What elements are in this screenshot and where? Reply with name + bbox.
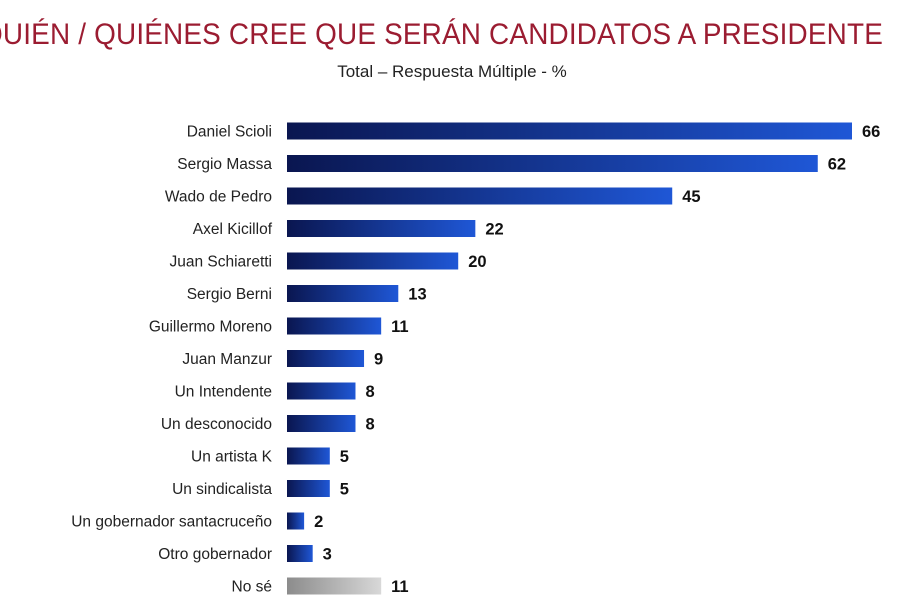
category-label: Daniel Scioli — [187, 124, 272, 141]
bar — [287, 382, 356, 400]
data-label: 66 — [862, 123, 880, 141]
category-label: Sergio Berni — [187, 286, 272, 303]
bar — [287, 415, 356, 432]
data-label: 8 — [365, 383, 374, 401]
bar — [287, 220, 476, 237]
chart-subtitle: Total – Respuesta Múltiple - % — [337, 62, 567, 81]
bar — [287, 577, 382, 595]
category-label: Un desconocido — [161, 416, 272, 433]
category-label: Sergio Massa — [177, 156, 272, 173]
category-label: Otro gobernador — [158, 546, 272, 563]
category-label: Un gobernador santacruceño — [71, 514, 272, 531]
bar — [287, 285, 399, 302]
bar — [287, 480, 330, 497]
category-label: No sé — [232, 579, 273, 596]
bar — [287, 252, 459, 270]
data-label: 2 — [314, 513, 323, 531]
bar — [287, 317, 382, 335]
bar — [287, 155, 818, 172]
category-label: Axel Kicillof — [193, 221, 273, 238]
category-label: Un Intendente — [175, 384, 272, 401]
chart-title: QUIÉN / QUIÉNES CREE QUE SERÁN CANDIDATO… — [0, 18, 884, 51]
data-label: 62 — [828, 156, 846, 174]
category-label: Wado de Pedro — [165, 189, 272, 206]
data-label: 45 — [682, 188, 700, 206]
data-label: 5 — [340, 481, 349, 499]
data-label: 5 — [340, 448, 349, 466]
bar — [287, 447, 330, 465]
category-label: Juan Manzur — [182, 351, 272, 368]
category-label: Un artista K — [191, 449, 273, 466]
bar — [287, 512, 305, 530]
category-label: Guillermo Moreno — [149, 319, 272, 336]
category-label: Un sindicalista — [172, 481, 272, 498]
data-label: 11 — [391, 318, 408, 336]
bar — [287, 350, 365, 367]
bar — [287, 122, 852, 140]
data-label: 3 — [323, 546, 332, 564]
data-label: 11 — [391, 578, 408, 596]
category-label: Juan Schiaretti — [169, 254, 272, 271]
data-label: 22 — [485, 221, 503, 239]
data-label: 9 — [374, 351, 383, 369]
bar — [287, 187, 673, 205]
data-label: 13 — [408, 286, 426, 304]
data-label: 8 — [365, 416, 374, 434]
bar — [287, 545, 313, 562]
data-label: 20 — [468, 253, 486, 271]
